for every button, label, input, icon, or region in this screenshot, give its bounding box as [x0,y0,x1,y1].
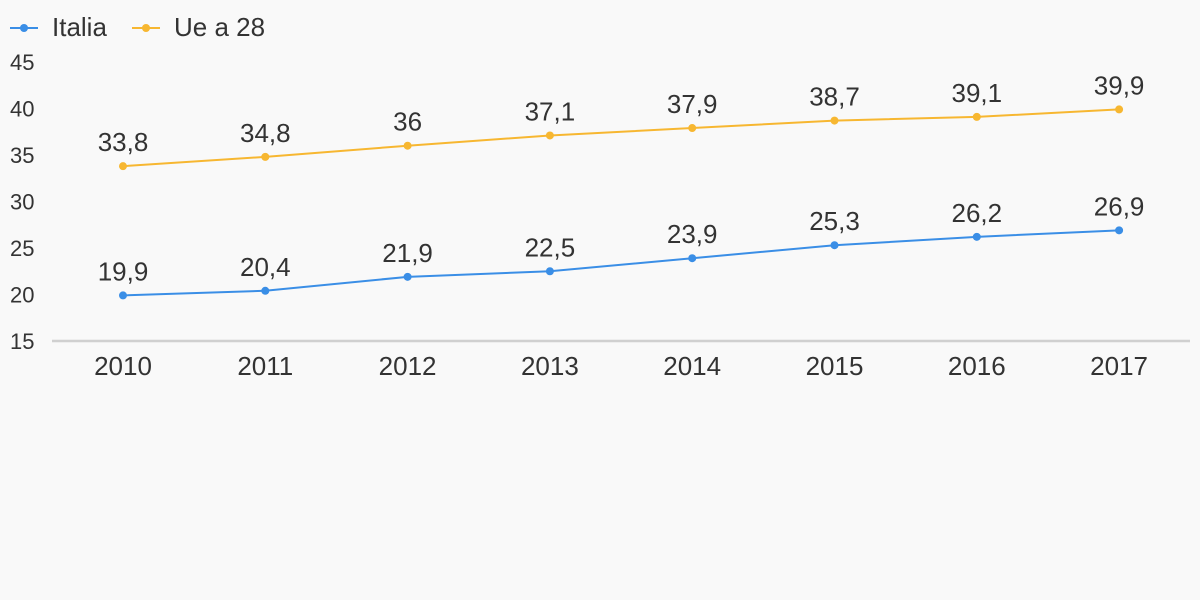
x-tick-label-2012: 2012 [379,351,437,381]
data-label-italia-2011: 20,4 [240,252,291,282]
data-point-italia-2014 [688,254,697,263]
data-point-italia-2017 [1115,226,1124,235]
legend-label-ue-a-28: Ue a 28 [174,12,265,42]
data-point-ue-a-28-2016 [972,112,981,121]
legend-item-ue-a-28: Ue a 28 [132,12,265,42]
data-point-ue-a-28-2011 [261,152,270,161]
data-label-italia-2016: 26,2 [951,198,1002,228]
legend-item-italia: Italia [10,12,107,42]
data-label-ue-a-28-2010: 33,8 [98,127,149,157]
data-label-ue-a-28-2014: 37,9 [667,89,718,119]
x-tick-label-2010: 2010 [94,351,152,381]
x-tick-label-2015: 2015 [806,351,864,381]
data-point-italia-2010 [119,291,127,300]
data-labels: 19,9 20,4 21,9 22,5 23,9 25,3 26,2 26,9 33,8 34,8… [98,70,1145,286]
x-tick-label-2017: 2017 [1090,351,1148,381]
data-label-ue-a-28-2011: 34,8 [240,118,291,148]
y-tick-label-35: 35 [10,143,34,168]
y-tick-label-30: 30 [10,190,34,215]
series-group [119,105,1124,300]
data-point-italia-2015 [830,241,839,250]
data-point-ue-a-28-2017 [1115,105,1124,114]
series-line-ue-a-28 [122,108,1120,168]
y-tick-label-40: 40 [10,97,34,122]
data-label-ue-a-28-2016: 39,1 [951,78,1002,108]
data-label-italia-2012: 21,9 [382,238,433,268]
data-label-italia-2014: 23,9 [667,219,718,249]
x-tick-label-2011: 2011 [237,351,293,381]
data-point-ue-a-28-2015 [830,116,839,125]
data-label-ue-a-28-2012: 36 [393,107,422,137]
data-point-ue-a-28-2012 [403,141,412,150]
data-label-italia-2010: 19,9 [98,256,149,286]
data-point-italia-2016 [972,232,981,241]
data-label-italia-2013: 22,5 [525,232,576,262]
x-tick-label-2013: 2013 [521,351,579,381]
y-tick-label-20: 20 [10,283,34,308]
y-tick-label-45: 45 [10,50,34,75]
data-label-ue-a-28-2015: 38,7 [809,82,860,112]
data-label-ue-a-28-2017: 39,9 [1094,70,1145,100]
legend-label-italia: Italia [52,12,107,42]
data-point-ue-a-28-2013 [545,131,554,140]
x-axis-ticks: 2010 2011 2012 2013 2014 2015 2016 2017 [94,351,1148,381]
data-point-italia-2013 [545,267,554,276]
x-tick-label-2016: 2016 [948,351,1006,381]
data-point-italia-2011 [261,286,270,295]
series-line-italia [122,229,1120,297]
x-tick-label-2014: 2014 [663,351,721,381]
data-label-ue-a-28-2013: 37,1 [525,96,576,126]
y-tick-label-25: 25 [10,236,34,261]
data-point-ue-a-28-2010 [119,162,127,171]
data-point-italia-2012 [403,272,412,281]
legend-swatch-marker [20,24,28,32]
data-label-italia-2015: 25,3 [809,206,860,236]
legend: Italia Ue a 28 [10,12,265,42]
y-tick-label-15: 15 [10,329,34,354]
legend-swatch-marker [142,24,150,32]
y-axis-ticks: 15 20 25 30 35 40 45 [10,50,34,354]
data-point-ue-a-28-2014 [688,124,697,133]
data-label-italia-2017: 26,9 [1094,191,1145,221]
